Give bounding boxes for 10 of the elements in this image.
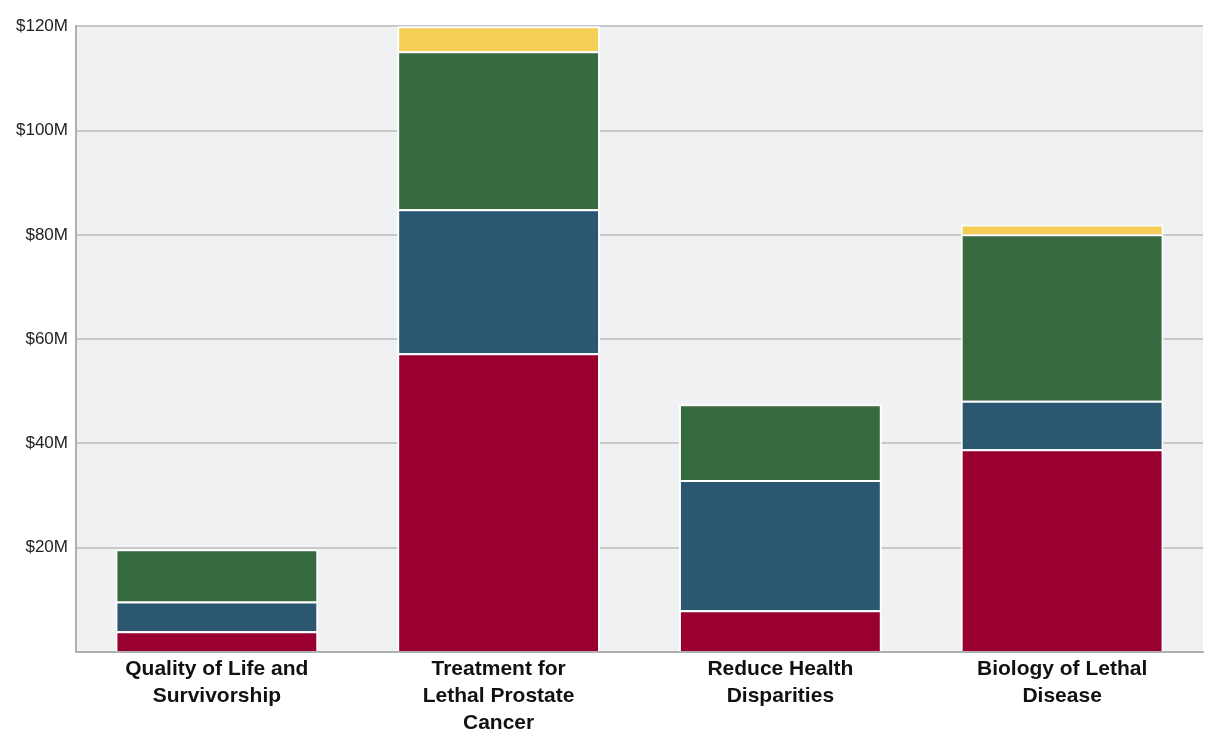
x-tick-label: Treatment for Lethal Prostate Cancer [422,655,575,734]
x-tick-label: Quality of Life and Survivorship [125,655,309,706]
y-tick-label: $60M [25,328,68,348]
y-tick-label: $40M [25,433,68,453]
y-tick-label: $80M [25,224,68,244]
y-tick-label: $20M [25,537,68,557]
y-tick-label: $100M [16,120,68,140]
x-tick-label: Reduce Health Disparities [707,655,854,706]
y-tick-label: $120M [16,15,68,35]
x-tick-label: Biology of Lethal Disease [976,655,1148,706]
